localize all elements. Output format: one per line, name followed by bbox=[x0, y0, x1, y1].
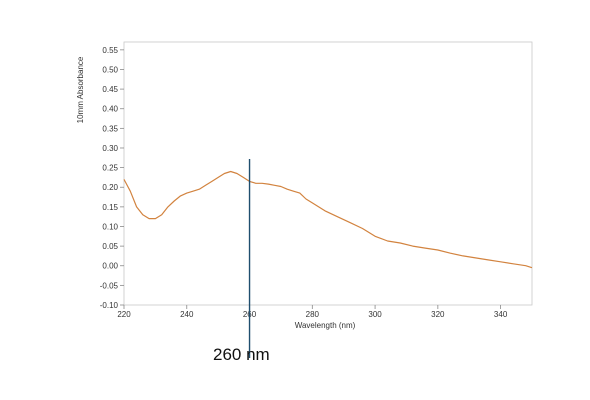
x-tick-label: 340 bbox=[494, 310, 508, 319]
y-tick-label: 0.55 bbox=[102, 46, 118, 55]
y-tick-label: 0.15 bbox=[102, 203, 118, 212]
annotation-label: 260 nm bbox=[213, 345, 270, 364]
y-tick-label: 0.25 bbox=[102, 164, 118, 173]
y-axis-ticks: -0.10 -0.05 0.00 0.05 0.10 0.15 0.20 0.25 0.30 0.… bbox=[100, 46, 124, 310]
series-layer bbox=[123, 170, 533, 269]
x-tick-label: 220 bbox=[117, 310, 131, 319]
y-tick-label: 0.10 bbox=[102, 222, 118, 231]
y-tick-label: 0.05 bbox=[102, 242, 118, 251]
plot-area bbox=[123, 41, 533, 306]
y-tick-label: 0.50 bbox=[102, 65, 118, 74]
y-tick-label: 0.00 bbox=[102, 262, 118, 271]
y-tick-label: -0.05 bbox=[100, 281, 119, 290]
x-tick-label: 320 bbox=[431, 310, 445, 319]
absorbance-series-line bbox=[123, 170, 533, 269]
x-axis-title: Wavelength (nm) bbox=[295, 321, 356, 330]
y-tick-label: 0.45 bbox=[102, 85, 118, 94]
y-tick-label: 0.20 bbox=[102, 183, 118, 192]
x-tick-label: 300 bbox=[368, 310, 382, 319]
x-tick-label: 240 bbox=[180, 310, 194, 319]
x-axis-ticks: 220240260280300320340 bbox=[117, 305, 508, 319]
y-tick-label: -0.10 bbox=[100, 301, 119, 310]
x-tick-label: 280 bbox=[306, 310, 320, 319]
y-tick-label: 0.35 bbox=[102, 124, 118, 133]
y-tick-label: 0.30 bbox=[102, 144, 118, 153]
y-tick-label: 0.40 bbox=[102, 105, 118, 114]
y-axis-title: 10mm Absorbance bbox=[76, 56, 85, 123]
